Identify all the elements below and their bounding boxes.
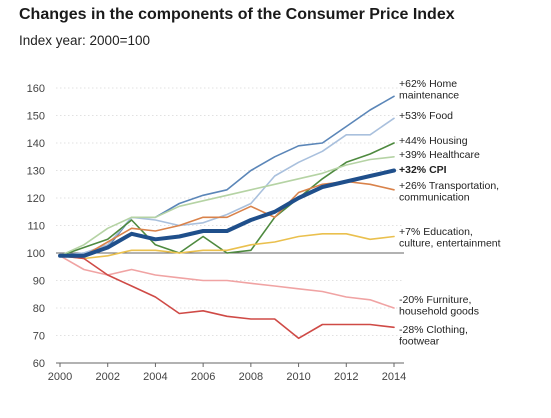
chart-subtitle: Index year: 2000=100 [19,33,150,48]
series-line-cpi [58,168,396,258]
series-label: +26% Transportation, [399,180,499,192]
y-axis-ticks: 60 70 80 90 100 110 120 130 140 150 160 [27,83,45,370]
x-tick-label: 2006 [191,371,215,383]
series-label: +53% Food [399,110,453,122]
series-line-furniture-household-goods [59,255,395,309]
series-label: +39% Healthcare [399,149,480,161]
series-label: footwear [399,336,440,348]
series-line-food [59,117,395,257]
y-tick-label: 60 [33,358,45,370]
series-line-education-culture-entertainment [59,233,395,260]
y-tick-label: 150 [27,111,45,123]
x-axis-ticks: 2000 2002 2004 2006 2008 2010 2012 2014 [48,363,406,383]
series-label: +32% CPI [399,164,447,176]
x-tick-label: 2014 [382,371,406,383]
y-tick-label: 110 [27,221,45,233]
x-tick-label: 2012 [334,371,358,383]
series-label: +62% Home [399,78,457,90]
series-label: maintenance [399,90,459,102]
series-line-housing [59,142,395,257]
series-label: +44% Housing [399,135,468,147]
y-tick-label: 120 [27,193,45,205]
gridlines [56,87,404,364]
y-tick-label: 80 [33,303,45,315]
series-line-clothing-footwear [59,255,395,340]
x-tick-label: 2004 [143,371,167,383]
y-tick-label: 160 [27,83,45,95]
x-tick-label: 2002 [95,371,119,383]
series-line-healthcare [59,156,395,257]
x-tick-label: 2010 [286,371,310,383]
x-tick-label: 2000 [48,371,72,383]
y-tick-label: 100 [27,248,45,260]
y-tick-label: 130 [27,166,45,178]
series-label: -20% Furniture, [399,294,471,306]
series-label: household goods [399,306,479,318]
series-label: -28% Clothing, [399,324,468,336]
series-lines [58,95,396,340]
series-label: culture, entertainment [399,238,501,250]
y-tick-label: 140 [27,138,45,150]
series-label: +7% Education, [399,226,473,238]
series-label: communication [399,192,470,204]
chart-title: Changes in the components of the Consume… [19,6,455,23]
y-tick-label: 90 [33,276,45,288]
y-tick-label: 70 [33,331,45,343]
x-tick-label: 2008 [239,371,263,383]
